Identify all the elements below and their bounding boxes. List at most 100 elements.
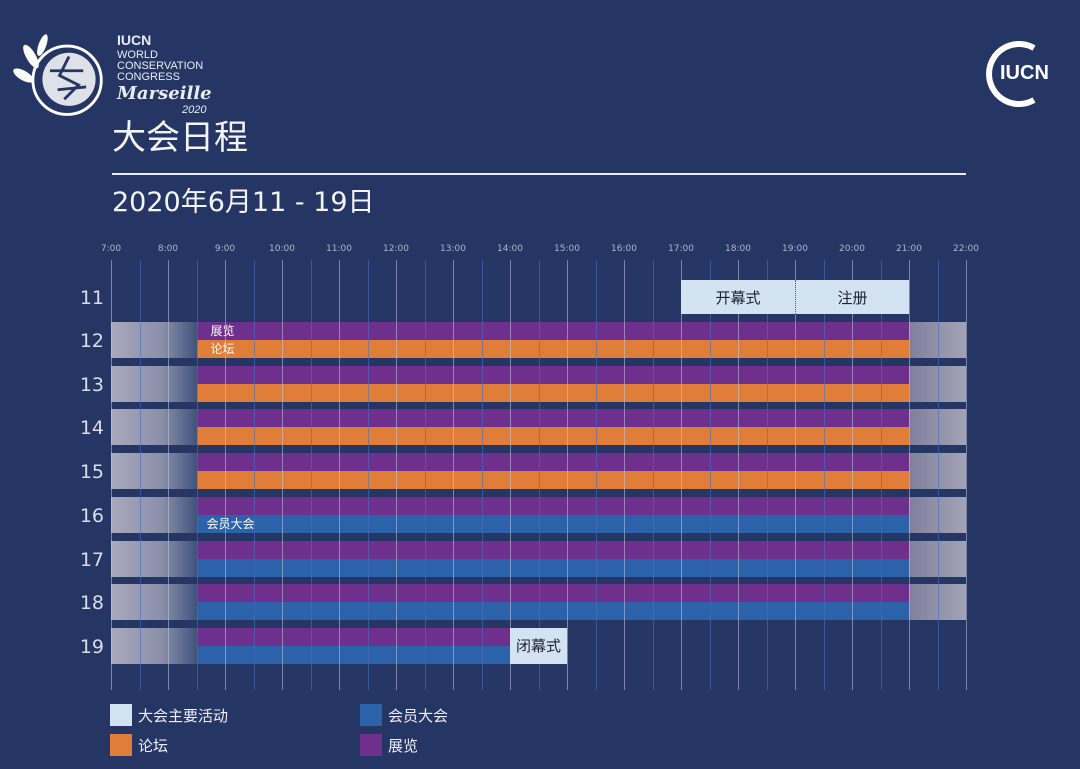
- gridline: [852, 260, 853, 690]
- title-divider: [112, 173, 966, 175]
- exhibition-bar: [196, 584, 909, 603]
- morning-shade: [111, 322, 197, 358]
- hour-tick: 8:00: [157, 244, 179, 254]
- legend-label: 会员大会: [388, 706, 449, 725]
- forum-bar: [196, 340, 909, 358]
- iucn-ring-icon: [986, 41, 1036, 107]
- gridline: [225, 260, 226, 690]
- day-label: 13: [79, 373, 104, 396]
- iucn-logo-text: IUCN: [1000, 62, 1049, 84]
- hour-tick: 18:00: [725, 244, 751, 254]
- gridline: [709, 260, 711, 690]
- members-assembly-bar: [196, 558, 909, 577]
- morning-shade: [111, 365, 197, 402]
- gridline: [880, 260, 882, 690]
- gridline: [966, 260, 967, 690]
- hour-tick: 9:00: [214, 244, 236, 254]
- logo-city: Marseille: [117, 83, 212, 104]
- morning-shade: [111, 540, 197, 577]
- day-label: 14: [79, 417, 104, 440]
- iucn-logo: IUCN: [984, 40, 1056, 108]
- registration-box: 注册: [795, 280, 909, 314]
- page-title: 大会日程: [112, 118, 248, 158]
- logo-line3: CONGRESS: [117, 71, 180, 83]
- hour-tick: 21:00: [896, 244, 922, 254]
- hour-tick: 20:00: [839, 244, 865, 254]
- legend-forum: 论坛: [110, 734, 168, 756]
- gridline: [453, 260, 454, 690]
- hour-tick: 11:00: [326, 244, 352, 254]
- gridline: [823, 260, 825, 690]
- gridline: [652, 260, 654, 690]
- morning-shade: [111, 584, 197, 621]
- exhibition-bar: [196, 365, 909, 384]
- hour-tick: 22:00: [953, 244, 979, 254]
- legend-swatch: [360, 734, 382, 756]
- day-label: 15: [79, 461, 104, 484]
- gridline: [766, 260, 768, 690]
- legend-label: 展览: [388, 736, 419, 755]
- day-label: 17: [79, 548, 104, 571]
- legend-members-assembly: 会员大会: [360, 704, 448, 726]
- gridline: [567, 260, 568, 690]
- legend-main-events: 大会主要活动: [110, 704, 228, 726]
- hour-tick: 16:00: [611, 244, 637, 254]
- forum-bar: [196, 471, 909, 490]
- gridline: [909, 260, 910, 690]
- members-assembly-label: 会员大会: [206, 516, 255, 531]
- day-label: 19: [79, 635, 104, 658]
- day-label: 12: [79, 330, 104, 352]
- gridline: [396, 260, 397, 690]
- forum-bar: [196, 383, 909, 402]
- day-label: 16: [79, 504, 104, 527]
- closing-ceremony-box: 闭幕式: [510, 627, 567, 664]
- gridline: [339, 260, 340, 690]
- forum-label: 论坛: [210, 342, 235, 356]
- gridline: [738, 260, 739, 690]
- gridline: [367, 260, 369, 690]
- day-label: 18: [79, 592, 104, 615]
- date-range: 2020年6月11 - 19日: [112, 187, 375, 218]
- legend-swatch: [360, 704, 382, 726]
- exhibition-bar: [196, 540, 909, 559]
- gridline: [937, 260, 939, 690]
- members-assembly-bar: [196, 645, 510, 664]
- gridline: [282, 260, 283, 690]
- hour-tick: 19:00: [782, 244, 808, 254]
- gridline: [624, 260, 625, 690]
- members-assembly-bar: [196, 514, 909, 533]
- hour-tick: 15:00: [554, 244, 580, 254]
- legend-exhibition: 展览: [360, 734, 418, 756]
- hour-tick: 12:00: [383, 244, 409, 254]
- gridline: [595, 260, 597, 690]
- legend-label: 大会主要活动: [138, 706, 229, 725]
- logo-brand: IUCN: [117, 32, 152, 48]
- legend-swatch: [110, 734, 132, 756]
- hour-tick: 14:00: [497, 244, 523, 254]
- gridline: [310, 260, 312, 690]
- forum-bar: [196, 427, 909, 446]
- opening-ceremony-box: 开幕式: [681, 280, 795, 314]
- exhibition-bar: [196, 627, 510, 646]
- logo-line1: WORLD: [117, 49, 158, 61]
- exhibition-label: 展览: [210, 324, 235, 338]
- members-assembly-bar: [196, 602, 909, 621]
- gridline: [168, 260, 169, 690]
- morning-shade: [111, 453, 197, 490]
- gridline: [538, 260, 540, 690]
- legend-label: 论坛: [138, 736, 169, 755]
- gridline: [253, 260, 255, 690]
- logo-line2: CONSERVATION: [117, 60, 204, 72]
- gridline: [681, 260, 682, 690]
- exhibition-bar: [196, 496, 909, 515]
- gridline: [139, 260, 141, 690]
- legend-swatch: [110, 704, 132, 726]
- day-label: 11: [79, 287, 104, 309]
- hour-tick: 7:00: [100, 244, 122, 254]
- morning-shade: [111, 409, 197, 446]
- gridline: [795, 260, 796, 690]
- hour-tick: 13:00: [440, 244, 466, 254]
- exhibition-bar: [196, 453, 909, 472]
- exhibition-bar: [196, 322, 909, 340]
- gridline: [111, 260, 112, 690]
